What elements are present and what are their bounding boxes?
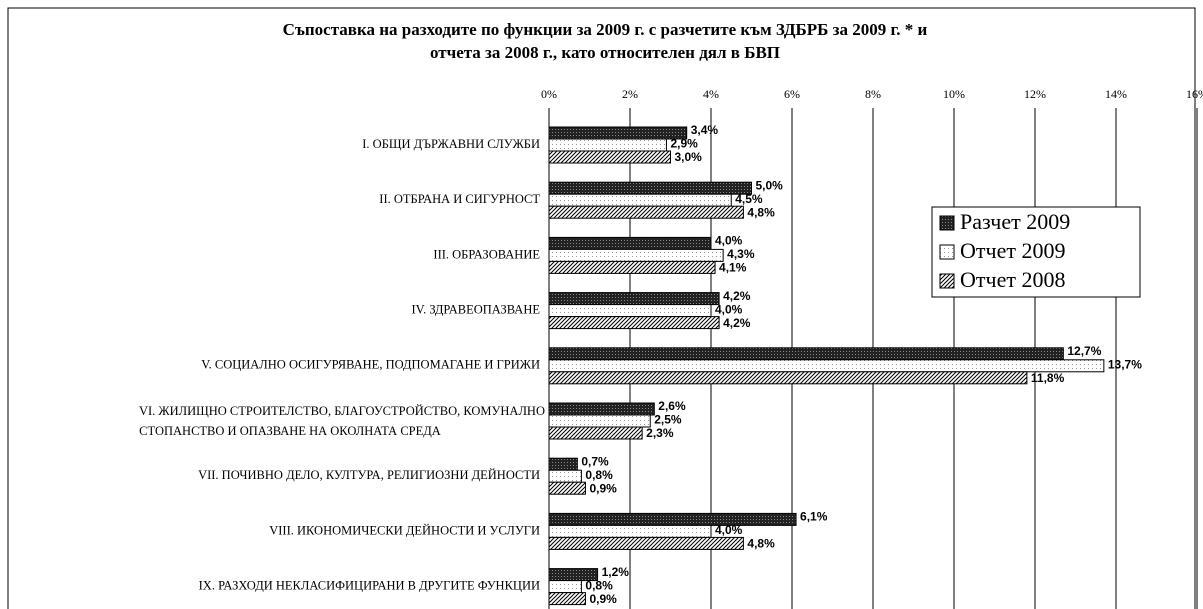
data-label: 5,0% bbox=[756, 178, 784, 192]
bar bbox=[548, 592, 586, 606]
category-label: СТОПАНСТВО И ОПАЗВАНЕ НА ОКОЛНАТА СРЕДА bbox=[139, 424, 441, 438]
data-label: 4,3% bbox=[727, 247, 755, 261]
legend-swatch bbox=[939, 244, 955, 260]
data-label: 4,8% bbox=[747, 537, 775, 551]
frame bbox=[7, 7, 1196, 609]
x-tick-label: 2% bbox=[622, 87, 638, 101]
category-label: VI. ЖИЛИЩНО СТРОИТЕЛСТВО, БЛАГОУСТРОЙСТВ… bbox=[139, 404, 545, 418]
bar bbox=[548, 138, 667, 152]
x-tick-label: 0% bbox=[541, 87, 557, 101]
bar bbox=[548, 316, 720, 330]
data-label: 4,2% bbox=[723, 289, 751, 303]
data-label: 0,8% bbox=[585, 578, 613, 592]
chart-title: Съпоставка на разходите по функции за 20… bbox=[283, 20, 928, 39]
x-tick-label: 8% bbox=[865, 87, 881, 101]
bar bbox=[548, 292, 720, 306]
bar bbox=[548, 150, 671, 164]
category-label: I. ОБЩИ ДЪРЖАВНИ СЛУЖБИ bbox=[362, 137, 540, 151]
bar bbox=[548, 359, 1105, 373]
bar bbox=[548, 248, 724, 262]
data-label: 0,7% bbox=[581, 454, 609, 468]
x-tick-label: 16% bbox=[1186, 87, 1203, 101]
category-label: VIII. ИКОНОМИЧЕСКИ ДЕЙНОСТИ И УСЛУГИ bbox=[269, 523, 540, 537]
category-label: VII. ПОЧИВНО ДЕЛО, КУЛТУРА, РЕЛИГИОЗНИ Д… bbox=[198, 468, 540, 482]
bar bbox=[548, 426, 643, 440]
data-label: 4,0% bbox=[715, 523, 743, 537]
data-label: 3,0% bbox=[675, 150, 703, 164]
legend-swatch bbox=[939, 273, 955, 289]
data-label: 3,4% bbox=[691, 123, 719, 137]
data-label: 6,1% bbox=[800, 510, 828, 524]
bar bbox=[548, 469, 582, 483]
bar bbox=[548, 580, 582, 594]
bar bbox=[548, 512, 797, 526]
bar bbox=[548, 193, 732, 207]
chart-title: отчета за 2008 г., като относителен дял … bbox=[430, 43, 780, 62]
x-tick-label: 4% bbox=[703, 87, 719, 101]
bar bbox=[548, 205, 744, 219]
bar bbox=[548, 536, 744, 550]
bar bbox=[548, 481, 586, 495]
bar bbox=[548, 414, 651, 428]
data-label: 2,5% bbox=[654, 413, 682, 427]
legend-label: Разчет 2009 bbox=[960, 209, 1070, 234]
bar bbox=[548, 236, 712, 250]
bar bbox=[548, 524, 712, 538]
data-label: 4,2% bbox=[723, 316, 751, 330]
bar bbox=[548, 181, 752, 195]
data-label: 4,0% bbox=[715, 234, 743, 248]
category-label: IV. ЗДРАВЕОПАЗВАНЕ bbox=[412, 302, 541, 316]
data-label: 4,0% bbox=[715, 302, 743, 316]
legend-label: Отчет 2009 bbox=[960, 238, 1065, 263]
category-label: II. ОТБРАНА И СИГУРНОСТ bbox=[379, 192, 540, 206]
bar bbox=[548, 371, 1028, 385]
legend-label: Отчет 2008 bbox=[960, 267, 1065, 292]
bar bbox=[548, 126, 688, 140]
x-tick-label: 12% bbox=[1024, 87, 1046, 101]
data-label: 2,3% bbox=[646, 426, 674, 440]
category-label: III. ОБРАЗОВАНИЕ bbox=[433, 247, 540, 261]
data-label: 0,9% bbox=[589, 481, 617, 495]
legend-box bbox=[931, 206, 1141, 298]
bar bbox=[548, 304, 712, 318]
data-label: 13,7% bbox=[1108, 357, 1142, 371]
category-label: IX. РАЗХОДИ НЕКЛАСИФИЦИРАНИ В ДРУГИТЕ ФУ… bbox=[199, 578, 540, 592]
data-label: 0,8% bbox=[585, 468, 613, 482]
data-label: 0,9% bbox=[589, 592, 617, 606]
data-label: 11,8% bbox=[1031, 371, 1065, 385]
bar bbox=[548, 347, 1064, 361]
category-label: V. СОЦИАЛНО ОСИГУРЯВАНЕ, ПОДПОМАГАНЕ И Г… bbox=[201, 358, 540, 372]
bar bbox=[548, 402, 655, 416]
data-label: 12,7% bbox=[1067, 344, 1101, 358]
data-label: 2,9% bbox=[670, 137, 698, 151]
data-label: 2,6% bbox=[658, 399, 686, 413]
x-tick-label: 6% bbox=[784, 87, 800, 101]
bar bbox=[548, 457, 578, 471]
data-label: 4,8% bbox=[747, 205, 775, 219]
bar bbox=[548, 260, 716, 274]
data-label: 4,1% bbox=[719, 261, 747, 275]
x-tick-label: 14% bbox=[1105, 87, 1127, 101]
data-label: 4,5% bbox=[735, 192, 763, 206]
data-label: 1,2% bbox=[602, 565, 630, 579]
legend-swatch bbox=[939, 215, 955, 231]
x-tick-label: 10% bbox=[943, 87, 965, 101]
